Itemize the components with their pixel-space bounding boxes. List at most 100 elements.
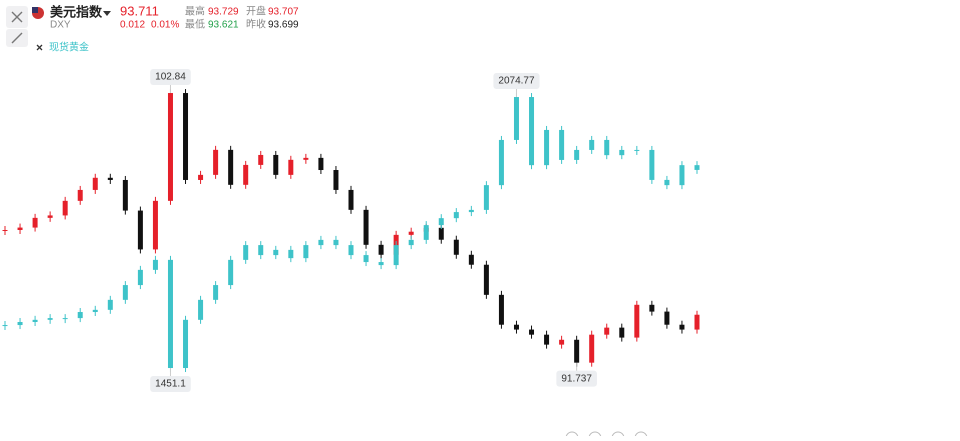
candle <box>333 239 339 246</box>
candle <box>498 294 504 325</box>
candle <box>318 239 324 246</box>
candle <box>438 218 444 226</box>
change-pct: 0.01% <box>151 20 179 31</box>
candle <box>619 149 625 156</box>
candle <box>47 215 53 218</box>
flag-canton <box>32 7 38 13</box>
candle <box>634 149 640 151</box>
candle <box>183 319 189 369</box>
candle <box>348 245 354 256</box>
candle <box>529 97 535 166</box>
candle <box>137 269 143 286</box>
candle <box>228 259 234 286</box>
prev-label: 昨收 <box>246 18 266 31</box>
candle <box>152 259 158 270</box>
legend-entry[interactable]: 现货黄金 <box>49 41 89 54</box>
candle <box>589 334 595 363</box>
candle <box>183 93 189 180</box>
candle <box>378 244 384 255</box>
candle <box>32 319 38 323</box>
candle <box>122 179 128 211</box>
candle <box>318 157 324 171</box>
candle <box>17 322 23 326</box>
candle <box>544 334 550 345</box>
candle <box>408 239 414 246</box>
candle <box>273 249 279 256</box>
candle <box>438 227 444 240</box>
candle <box>92 309 98 313</box>
candle <box>2 230 8 231</box>
candle <box>604 327 610 335</box>
candle <box>574 339 580 363</box>
candle <box>664 311 670 325</box>
candle <box>288 159 294 175</box>
candle <box>107 299 113 310</box>
close-icon <box>11 11 23 23</box>
change: 0.012 <box>120 20 145 31</box>
candle <box>559 129 565 160</box>
candle <box>664 179 670 186</box>
candle <box>408 231 414 235</box>
annotation-box <box>150 69 191 86</box>
candle <box>137 210 143 250</box>
candle <box>694 314 700 330</box>
candle <box>107 177 113 180</box>
candle <box>348 189 354 210</box>
candle <box>559 339 565 345</box>
candle <box>62 318 68 320</box>
candle <box>288 249 294 259</box>
candle <box>483 264 489 295</box>
candle <box>378 262 384 266</box>
candle <box>92 177 98 190</box>
candle <box>213 285 219 300</box>
candle <box>694 165 700 170</box>
candle <box>198 174 204 180</box>
draw-icon <box>11 32 23 44</box>
candle <box>303 157 309 160</box>
candle <box>423 225 429 240</box>
candle <box>679 324 685 330</box>
candle <box>213 149 219 175</box>
candle <box>32 217 38 228</box>
candle <box>77 312 83 319</box>
candle <box>513 97 519 140</box>
candle <box>198 299 204 320</box>
candle <box>152 200 158 250</box>
candle <box>62 200 68 216</box>
annotation-label: 102.84 <box>155 72 186 83</box>
candle <box>303 245 309 259</box>
candle <box>47 318 53 320</box>
candle <box>574 149 580 160</box>
candle <box>649 149 655 180</box>
candle <box>513 324 519 330</box>
candle <box>453 212 459 219</box>
candle <box>649 304 655 312</box>
candle <box>393 245 399 266</box>
dropdown-icon[interactable] <box>103 11 111 16</box>
annotation-box <box>150 376 191 393</box>
candle <box>167 259 173 369</box>
annotation-box <box>556 370 597 387</box>
prev: 93.699 <box>268 20 299 31</box>
low: 93.621 <box>208 20 239 31</box>
candle <box>167 93 173 201</box>
candle <box>122 285 128 300</box>
candle <box>679 165 685 186</box>
high: 93.729 <box>208 7 239 18</box>
candle <box>529 329 535 335</box>
candle <box>604 139 610 156</box>
remove-overlay-icon[interactable] <box>36 44 43 51</box>
bottom-controls <box>565 431 648 441</box>
candle <box>468 254 474 265</box>
annotation-box <box>493 73 540 90</box>
price: 93.711 <box>120 3 159 18</box>
instrument-code: DXY <box>50 20 71 31</box>
candle <box>228 149 234 185</box>
candle <box>363 255 369 263</box>
candle <box>258 245 264 256</box>
candle <box>634 304 640 338</box>
candle <box>243 245 249 260</box>
annotation-label: 1451.1 <box>155 379 186 390</box>
